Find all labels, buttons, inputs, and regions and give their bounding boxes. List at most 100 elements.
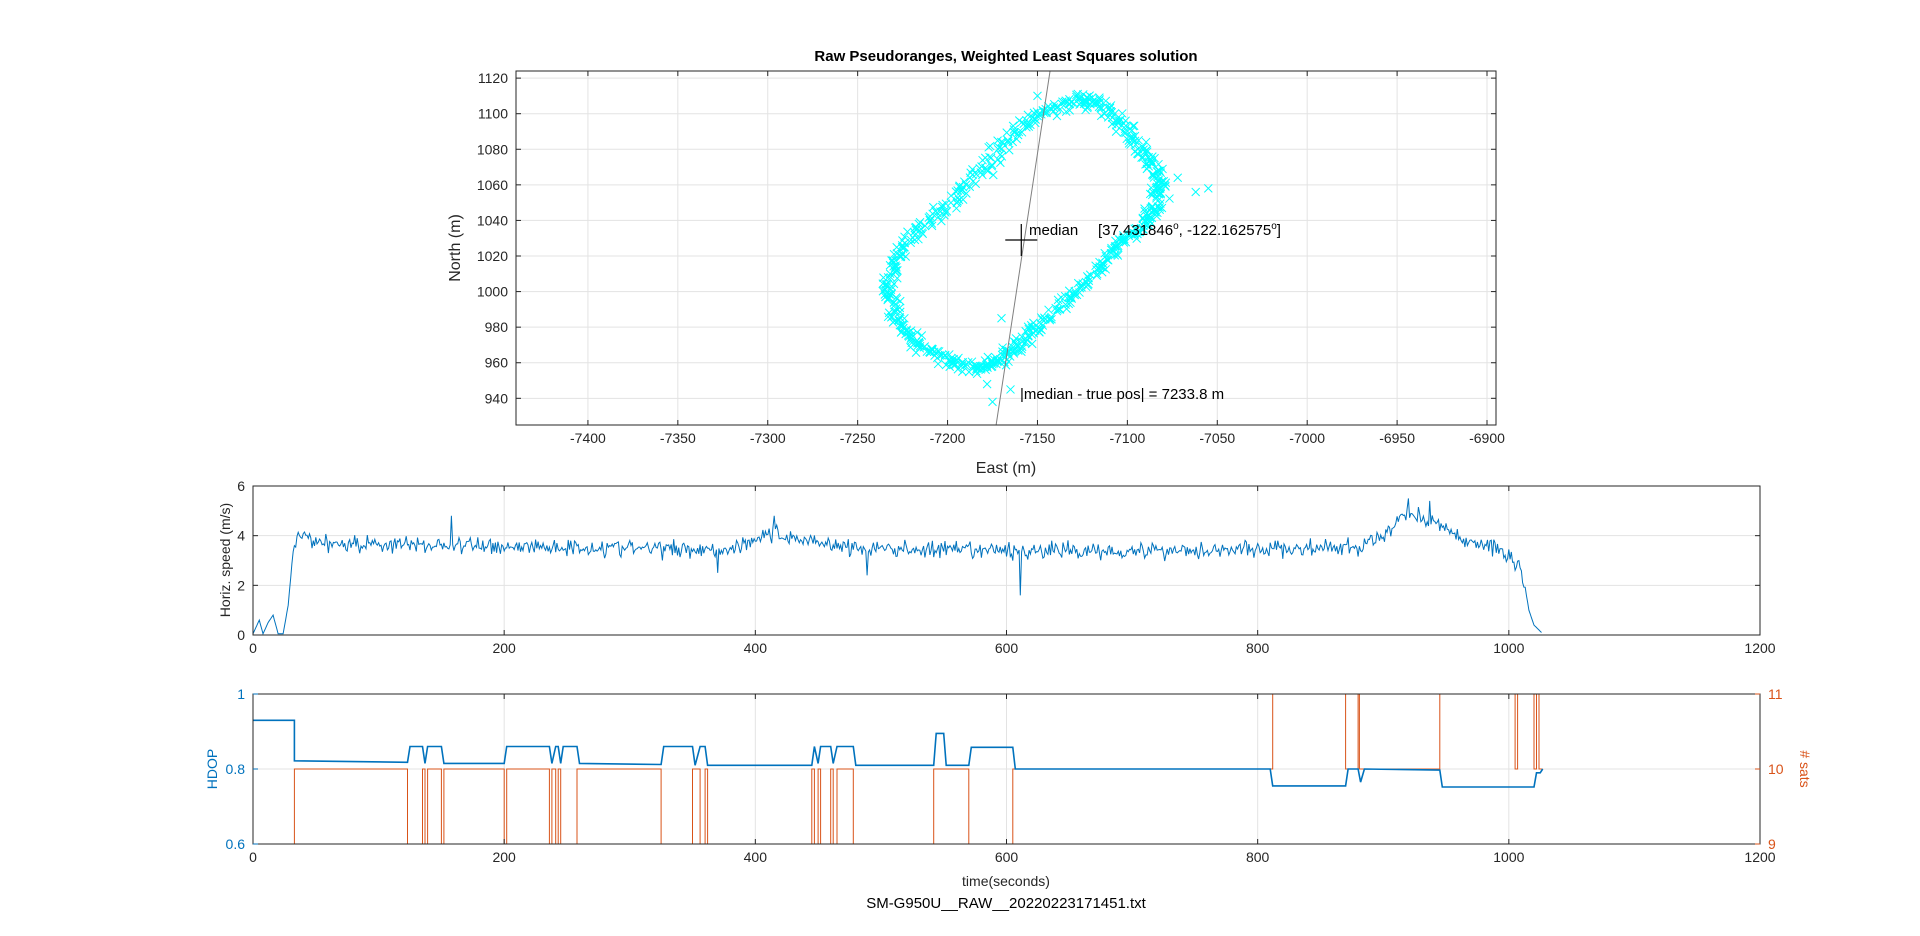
y-right-tick-label: 10 [1768,761,1784,777]
position-marker [985,141,995,151]
position-marker [933,346,943,356]
position-marker [1083,103,1092,113]
x-tick-label: 0 [249,640,257,656]
x-tick-label: -7250 [840,430,876,446]
position-marker [1121,237,1131,247]
position-marker [1074,92,1084,102]
position-marker [971,169,981,179]
x-tick-label: 1200 [1744,849,1775,865]
position-marker [959,177,969,187]
x-tick-label: -7200 [930,430,966,446]
position-marker [889,279,899,289]
position-marker [936,216,946,226]
hdop-sats-plot: 0 200 400 600 800 1000 1200 0.6 0.8 1 9 10 11 time(s… [204,686,1813,889]
position-marker [885,260,895,270]
position-marker [1106,245,1116,255]
sats-axis-label: # sats [1797,750,1813,787]
position-marker [1006,385,1015,394]
position-marker [915,343,925,353]
position-marker [894,316,903,325]
position-marker [927,221,937,231]
position-marker [994,143,1004,152]
position-marker [983,166,993,176]
position-marker [925,215,935,225]
position-marker [1056,293,1066,302]
x-tick-label: 0 [249,849,257,865]
track-plot-frame [515,70,1497,426]
speed-plot-data [252,498,1542,636]
median-label: median [1029,222,1078,239]
x-tick-label: 1000 [1493,640,1524,656]
position-marker [996,150,1005,159]
position-marker [1156,168,1166,178]
x-tick-label: -6950 [1379,430,1415,446]
position-marker [1027,323,1037,333]
position-marker [1100,248,1110,258]
position-marker [890,263,900,272]
position-marker [881,292,890,302]
position-marker [1036,313,1046,322]
position-marker [1203,184,1213,193]
y-right-tick-label: 11 [1768,686,1783,702]
position-marker [951,187,961,196]
track-plot-ylabel: North (m) [447,214,464,282]
position-marker [1021,326,1031,336]
position-marker [928,202,938,212]
position-marker [1023,110,1033,120]
position-marker [1009,127,1019,137]
x-tick-label: 1200 [1744,640,1775,656]
position-marker [1128,135,1137,144]
median-lon-degree: o [1271,221,1277,232]
y-tick-label: 940 [485,390,509,406]
x-tick-label: 600 [995,849,1019,865]
position-marker [900,232,909,242]
position-marker [1129,121,1139,131]
x-tick-label: -7100 [1109,430,1145,446]
position-marker [886,273,896,282]
position-marker [992,359,1001,369]
y-tick-label: 4 [237,528,245,544]
x-tick-label: 200 [492,849,516,865]
x-tick-label: 600 [995,640,1019,656]
position-marker [1027,339,1037,349]
position-marker [954,195,964,205]
position-marker [1008,137,1018,147]
x-tick-label: 1000 [1493,849,1524,865]
position-marker [961,189,971,198]
position-marker [1013,130,1023,140]
reference-line [995,70,1051,426]
position-marker [1009,125,1019,134]
x-tick-label: 200 [492,640,516,656]
position-marker [922,347,932,357]
position-marker [1107,243,1116,253]
speed-plot-ylabel: Horiz. speed (m/s) [217,503,233,617]
position-marker [998,347,1007,356]
position-marker [1062,97,1072,107]
speed-series-line [252,498,1542,636]
position-marker [1047,314,1056,324]
x-tick-label: 800 [1246,849,1270,865]
position-marker [886,312,896,322]
position-marker [1094,102,1104,112]
sats-series-line [253,693,1543,845]
median-lon: , -122.162575 [1179,222,1272,239]
position-marker [895,307,905,317]
position-marker [1138,142,1148,152]
position-marker [1097,267,1107,277]
x-tick-label: -7300 [750,430,786,446]
position-marker [1065,106,1075,115]
position-marker [988,170,998,180]
position-marker [957,358,967,368]
y-tick-label: 1080 [477,141,508,157]
position-marker [1149,173,1159,182]
position-marker [1003,136,1013,145]
position-marker [1024,331,1033,341]
position-marker [982,379,992,389]
position-marker [977,162,986,171]
position-marker [989,359,999,368]
y-tick-label: 0.8 [226,761,246,777]
position-marker [1092,269,1102,279]
position-marker [884,308,894,318]
figure-caption: SM-G950U__RAW__20220223171451.txt [866,895,1146,912]
position-marker [930,351,939,360]
